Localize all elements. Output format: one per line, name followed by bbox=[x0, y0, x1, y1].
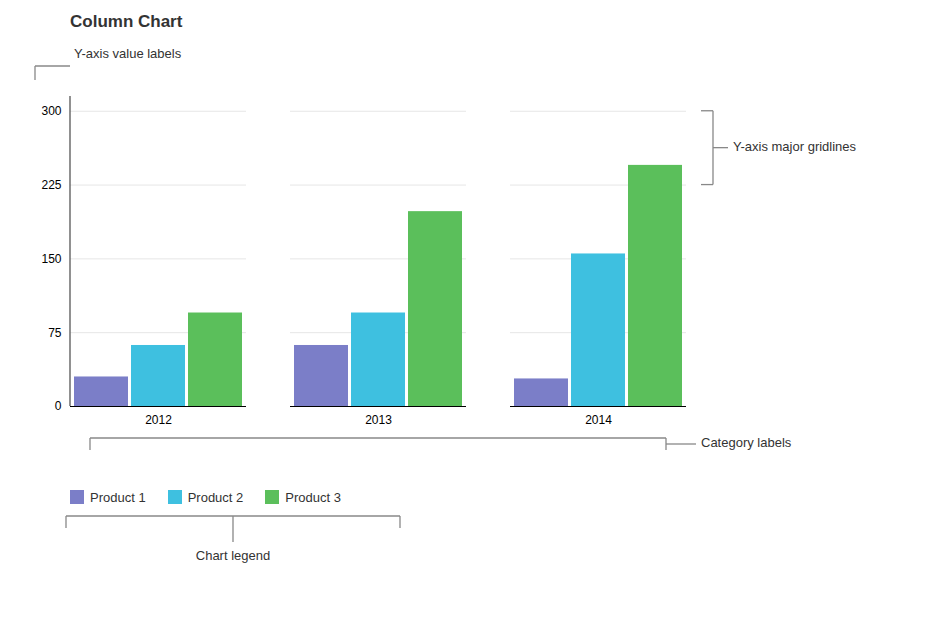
svg-text:2014: 2014 bbox=[585, 413, 612, 427]
svg-text:2013: 2013 bbox=[365, 413, 392, 427]
html-text:Product 3: Product 3 bbox=[285, 489, 341, 505]
svg-text:Category labels: Category labels bbox=[701, 435, 792, 450]
svg-text:0: 0 bbox=[55, 399, 62, 413]
svg-text:Y-axis value labels: Y-axis value labels bbox=[74, 46, 182, 61]
svg-text:150: 150 bbox=[41, 252, 61, 266]
svg-text:Y-axis major gridlines: Y-axis major gridlines bbox=[733, 139, 857, 154]
html-text:Column Chart: Column Chart bbox=[70, 12, 183, 31]
html-text:Product 1: Product 1 bbox=[90, 489, 146, 505]
svg-text:Chart legend: Chart legend bbox=[196, 548, 270, 563]
svg-text:2012: 2012 bbox=[145, 413, 172, 427]
html-text:Product 2: Product 2 bbox=[187, 489, 244, 505]
svg-text:75: 75 bbox=[48, 326, 62, 340]
svg-text:300: 300 bbox=[41, 104, 61, 118]
svg-text:225: 225 bbox=[41, 178, 61, 192]
